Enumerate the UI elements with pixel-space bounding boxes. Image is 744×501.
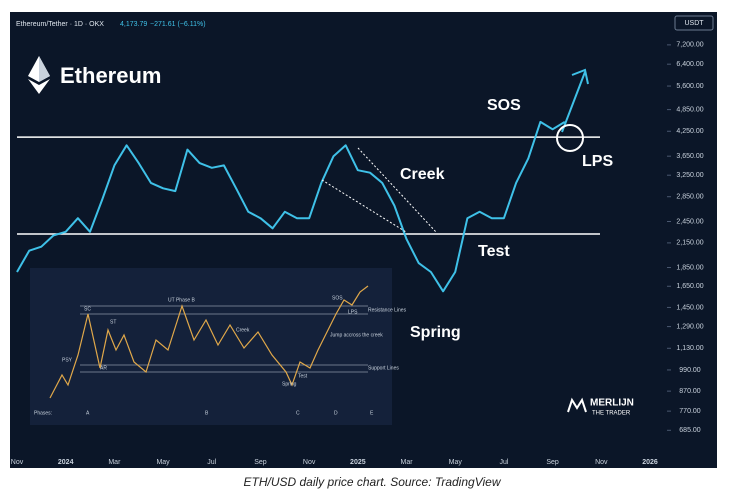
inset-label: Resistance Lines [368,307,407,313]
phase-label: C [296,410,300,416]
y-tick-label: 870.00 [679,388,701,395]
brand-sub: THE TRADER [592,411,631,417]
y-tick-label: 685.00 [679,427,701,434]
y-tick-label: 2,450.00 [676,218,703,225]
y-tick-label: 2,850.00 [676,194,703,201]
inset-label: Creek [236,327,250,333]
x-tick-label: Nov [303,459,316,466]
symbol: Ethereum/Tether · 1D · OKX [16,21,104,28]
y-tick-label: 3,650.00 [676,153,703,160]
y-tick-label: 2,150.00 [676,240,703,247]
x-tick-label: 2024 [58,459,74,466]
y-tick-label: 4,850.00 [676,106,703,113]
x-tick-label: Nov [11,459,24,466]
price-change: −271.61 (−6.11%) [150,21,206,28]
inset: PSY SC AR ST UT Phase B Creek Spring Tes… [30,268,407,425]
currency: USDT [684,20,704,27]
creek-line [321,179,407,233]
phase-label: Phases: [34,410,52,416]
y-tick-label: 1,650.00 [676,283,703,290]
chart-title: Ethereum [60,63,161,88]
inset-label: Support Lines [368,365,399,371]
phase-label: B [205,410,209,416]
inset-label: Spring [282,381,297,387]
currency-box [674,15,714,31]
lps-circle [556,124,584,152]
inset-label: Test [298,373,308,379]
x-tick-label: Jul [207,459,216,466]
creek-line [357,147,437,233]
inset-label: LPS [348,309,358,315]
phase-label: D [334,410,338,416]
inset-label: SC [84,306,91,312]
annotation: SOS [487,97,521,114]
x-tick-label: Jul [499,459,508,466]
y-tick-label: 3,250.00 [676,172,703,179]
x-tick-label: Sep [254,459,267,466]
caption: ETH/USD daily price chart. Source: Tradi… [244,475,502,489]
projection-arrow-head [571,68,589,85]
inset-panel [30,268,392,425]
annotation: Creek [400,166,445,183]
y-tick-label: 5,600.00 [676,83,703,90]
x-tick-label: 2025 [350,459,366,466]
eth-logo [28,56,50,94]
inset-label: AR [100,365,107,371]
brand-logo [567,397,587,413]
x-tick-label: 2026 [642,459,658,466]
annotation: Test [478,243,510,260]
inset-label: SOS [332,295,343,301]
y-tick-label: 1,450.00 [676,304,703,311]
last-price: 4,173.79 [120,21,147,28]
y-tick-label: 6,400.00 [676,61,703,68]
x-tick-label: Sep [546,459,559,466]
y-tick-label: 7,200.00 [676,42,703,49]
inset-label: PSY [62,357,73,363]
x-tick-label: Mar [108,459,121,466]
inset-line [49,285,369,399]
inset-label: ST [110,319,116,325]
y-tick-label: 1,850.00 [676,264,703,271]
brand: MERLIJN THE TRADER [567,397,634,417]
annotation: LPS [582,153,613,170]
brand-name: MERLIJN [590,398,634,409]
inset-label: UT Phase B [168,297,196,303]
x-tick-label: May [156,459,170,466]
y-tick-label: 1,290.00 [676,323,703,330]
phase-label: E [370,410,374,416]
x-tick-label: Mar [401,459,414,466]
price-line [16,120,566,293]
y-tick-label: 990.00 [679,367,701,374]
y-tick-label: 770.00 [679,408,701,415]
annotation: Spring [410,324,461,341]
inset-label: Jump accross the creek [330,332,383,338]
projection-arrow [561,71,586,133]
x-tick-label: May [449,459,463,466]
y-tick-label: 1,130.00 [676,345,703,352]
y-tick-label: 4,250.00 [676,128,703,135]
phase-label: A [86,410,90,416]
x-tick-label: Nov [595,459,608,466]
